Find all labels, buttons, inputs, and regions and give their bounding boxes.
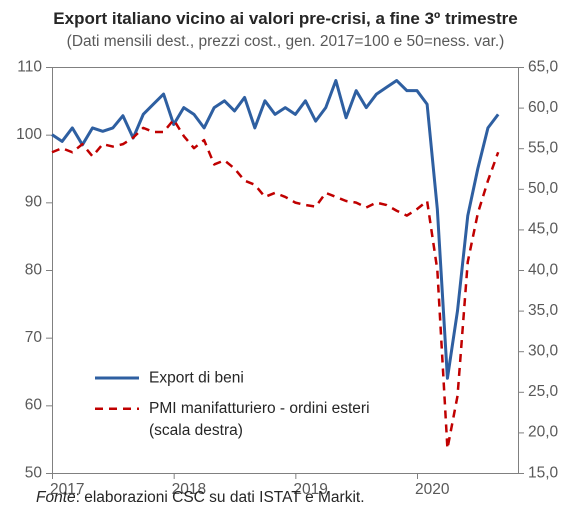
chart-canvas bbox=[0, 0, 571, 514]
chart-container bbox=[0, 0, 571, 514]
